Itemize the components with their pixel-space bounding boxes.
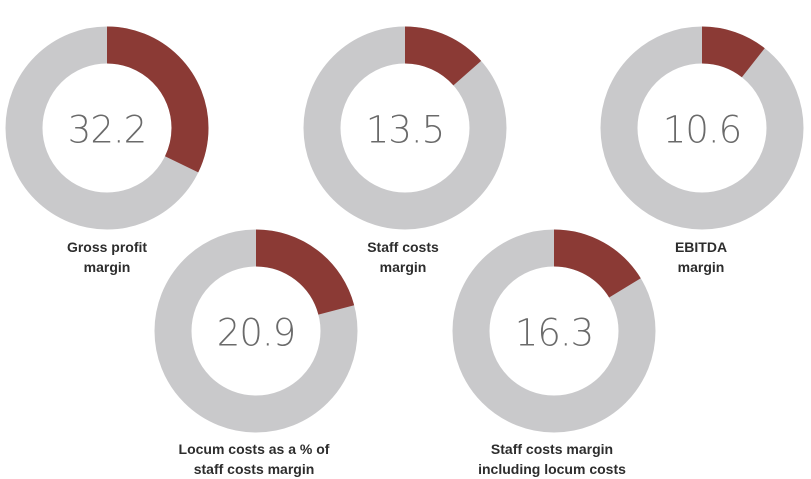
donut-value-slice (452, 229, 656, 433)
donut-value-label: 32.2 (68, 109, 146, 152)
caption-line: Staff costs (367, 239, 439, 255)
caption-line: Staff costs margin (490, 441, 614, 457)
caption-gross-profit-margin: Gross profit margin (0, 237, 237, 277)
donut-value-label: 13.5 (366, 109, 444, 152)
caption-line: EBITDA (674, 239, 728, 255)
caption-line: margin (379, 259, 427, 275)
caption-staff-costs-incl-locum: Staff costs margin including locum costs (422, 439, 682, 479)
donut-chart: 20.9 (154, 229, 358, 433)
caption-line: including locum costs (478, 461, 626, 477)
caption-line: margin (83, 259, 131, 275)
caption-staff-costs-margin: Staff costs margin (273, 237, 533, 277)
donut-chart: 10.6 (600, 26, 804, 230)
caption-ebitda-margin: EBITDA margin (571, 237, 811, 277)
donut-value-slice (600, 26, 804, 230)
donut-chart: 16.3 (452, 229, 656, 433)
donut-value-slice (303, 26, 507, 230)
donut-value-label: 10.6 (663, 109, 741, 152)
donut-value-label: 16.3 (515, 312, 593, 355)
donut-value-slice (5, 26, 209, 230)
donut-value-slice (154, 229, 358, 433)
donut-chart: 32.2 (5, 26, 209, 230)
caption-line: Gross profit (66, 239, 148, 255)
caption-line: staff costs margin (193, 461, 315, 477)
caption-line: Locum costs as a % of (178, 441, 330, 457)
caption-line: margin (677, 259, 725, 275)
donut-chart: 13.5 (303, 26, 507, 230)
caption-locum-costs-percent: Locum costs as a % of staff costs margin (124, 439, 384, 479)
donut-value-label: 20.9 (217, 312, 295, 355)
